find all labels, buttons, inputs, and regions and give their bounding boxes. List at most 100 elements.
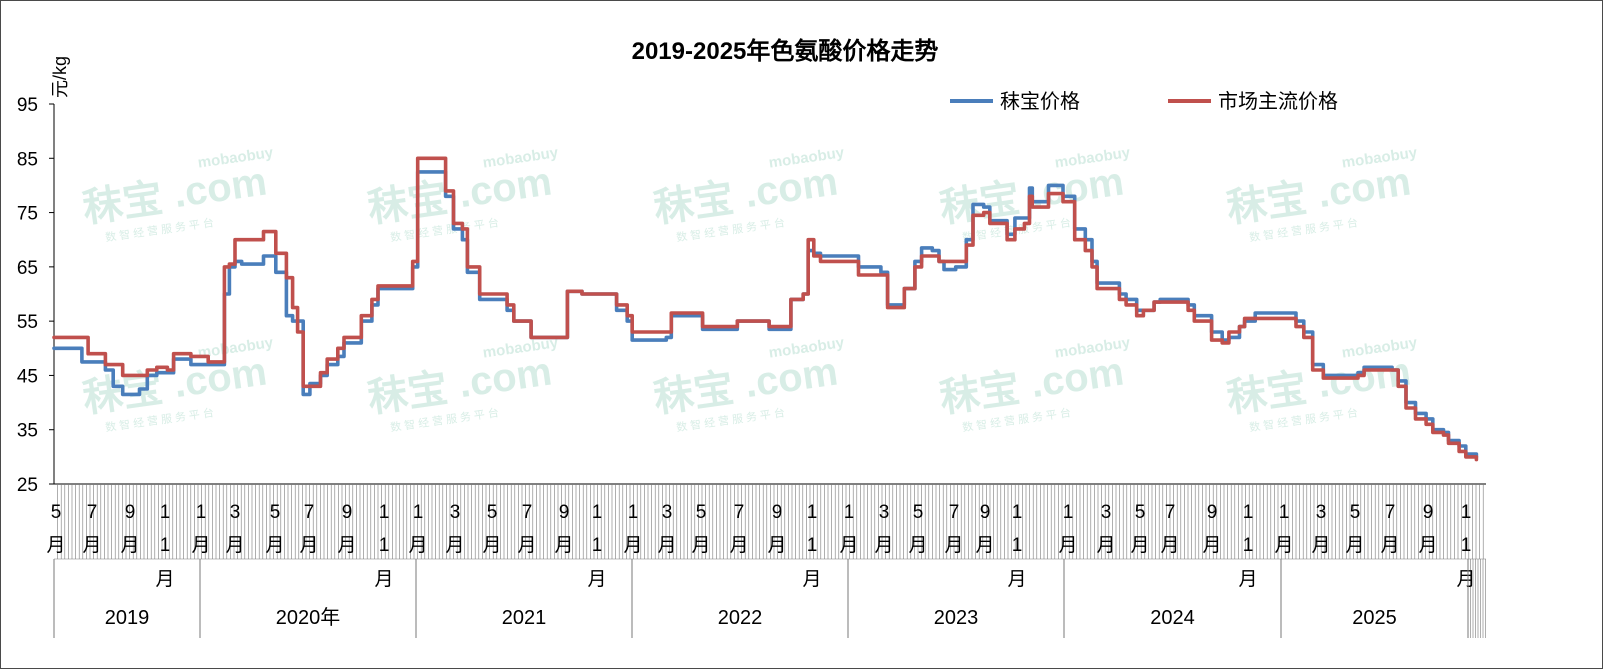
x-month-label: 月 (554, 535, 573, 556)
x-month-label: 1 (807, 535, 818, 556)
x-month-label: 1 (1461, 502, 1472, 523)
watermark-brand: 秣宝 (651, 366, 736, 421)
x-month-label: 月 (482, 535, 501, 556)
x-year-label: 2024 (1150, 607, 1195, 629)
x-month-label: 月 (1456, 569, 1475, 590)
x-month-label: 1 (160, 535, 171, 556)
x-month-label: 1 (1012, 535, 1023, 556)
x-month-label: 1 (628, 502, 639, 523)
watermark-layer: 秣宝 .commobaobuy数 智 经 营 服 务 平 台秣宝 .commobao… (80, 144, 1419, 434)
x-month-label: 3 (1101, 502, 1112, 523)
series-line-1 (52, 156, 1479, 462)
x-month-label: 月 (225, 535, 244, 556)
x-month-label: 1 (379, 502, 390, 523)
x-month-label: 月 (1202, 535, 1221, 556)
y-tick-label: 75 (17, 204, 38, 225)
x-month-label: 月 (587, 569, 606, 590)
x-month-label: 月 (1345, 535, 1364, 556)
x-month-label: 月 (874, 535, 893, 556)
watermark-brand: 秣宝 (1224, 176, 1309, 231)
watermark-brand: 秣宝 (1224, 366, 1309, 421)
x-month-label: 7 (522, 502, 533, 523)
y-tick-label: 85 (17, 149, 38, 170)
y-tick-label: 25 (17, 475, 38, 496)
y-tick-label: 45 (17, 366, 38, 387)
x-month-label: 9 (125, 502, 136, 523)
x-month-label: 月 (1274, 535, 1293, 556)
x-year-label: 2023 (934, 607, 979, 629)
x-month-label: 月 (908, 535, 927, 556)
x-month-label: 月 (802, 569, 821, 590)
x-year-label: 2021 (502, 607, 547, 629)
x-month-label: 月 (299, 535, 318, 556)
x-year-label: 2019 (105, 607, 150, 629)
x-month-label: 9 (559, 502, 570, 523)
x-month-label: 月 (191, 535, 210, 556)
y-tick-label: 55 (17, 312, 38, 333)
x-month-label: 9 (1207, 502, 1218, 523)
x-month-label: 3 (879, 502, 890, 523)
x-month-label: 月 (623, 535, 642, 556)
x-month-label: 月 (1058, 535, 1077, 556)
x-month-label: 月 (1007, 569, 1026, 590)
watermark-brand: 秣宝 (937, 366, 1022, 421)
x-month-label: 3 (1316, 502, 1327, 523)
x-month-label: 月 (839, 535, 858, 556)
x-month-label: 1 (844, 502, 855, 523)
y-axis: 25 35 45 55 65 75 85 95 (17, 95, 55, 496)
x-month-label: 7 (304, 502, 315, 523)
x-month-label: 5 (487, 502, 498, 523)
x-month-label: 月 (374, 569, 393, 590)
x-month-label: 月 (944, 535, 963, 556)
x-month-label: 3 (662, 502, 673, 523)
x-month-label: 5 (51, 502, 62, 523)
x-month-label: 月 (691, 535, 710, 556)
x-month-label: 7 (1385, 502, 1396, 523)
legend-label-qiubao: 秣宝价格 (1000, 90, 1080, 113)
x-month-label: 月 (975, 535, 994, 556)
x-month-label: 1 (592, 535, 603, 556)
y-tick-label: 35 (17, 421, 38, 442)
x-month-label: 月 (1380, 535, 1399, 556)
x-month-label: 3 (230, 502, 241, 523)
x-year-label: 2020年 (276, 606, 341, 629)
x-month-label: 1 (413, 502, 424, 523)
x-month-label: 月 (767, 535, 786, 556)
x-month-label: 月 (82, 535, 101, 556)
watermark-brand: 秣宝 (365, 366, 450, 421)
x-month-label: 月 (1096, 535, 1115, 556)
x-month-label: 月 (1238, 569, 1257, 590)
x-month-label: 9 (772, 502, 783, 523)
x-month-label: 5 (696, 502, 707, 523)
legend-label-market: 市场主流价格 (1218, 90, 1338, 113)
watermark-brand: 秣宝 (651, 176, 736, 231)
x-month-label: 5 (1350, 502, 1361, 523)
x-month-label: 月 (408, 535, 427, 556)
x-month-label: 月 (517, 535, 536, 556)
watermark-brand: 秣宝 (80, 176, 165, 231)
x-month-label: 月 (265, 535, 284, 556)
x-month-label: 1 (1279, 502, 1290, 523)
x-month-label: 3 (450, 502, 461, 523)
x-month-label: 1 (196, 502, 207, 523)
watermark-brand: 秣宝 (365, 176, 450, 231)
x-month-label: 月 (46, 535, 65, 556)
x-year-label: 2022 (718, 607, 763, 629)
x-month-label: 7 (734, 502, 745, 523)
series-lines (52, 156, 1479, 462)
x-month-label: 月 (1418, 535, 1437, 556)
x-axis: 5月7月9月11月1月3月5月7月9月11月1月3月5月7月9月11月1月3月5… (46, 483, 1486, 638)
x-month-label: 月 (120, 535, 139, 556)
x-month-label: 月 (657, 535, 676, 556)
x-month-label: 9 (1423, 502, 1434, 523)
x-month-label: 1 (807, 502, 818, 523)
